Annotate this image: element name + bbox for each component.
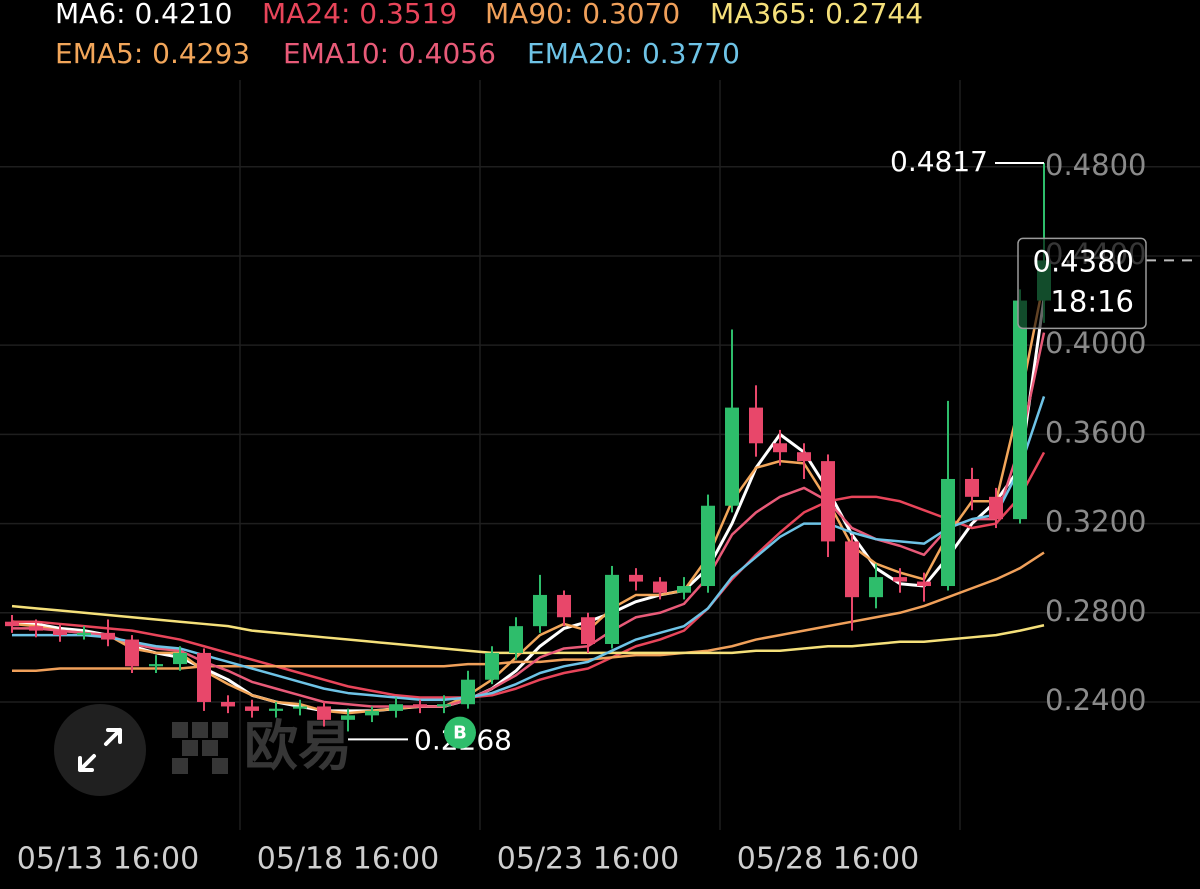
candle-body (941, 478, 955, 587)
candle-body (869, 577, 883, 598)
legend-entry: EMA20: 0.3770 (527, 37, 740, 70)
candle-body (461, 679, 475, 705)
watermark-logo (172, 722, 228, 774)
indicator-line (11, 604, 1045, 655)
expand-icon (78, 728, 122, 772)
candle-body (533, 594, 547, 627)
expand-button-bg[interactable] (54, 704, 146, 796)
candle-body (653, 581, 667, 593)
candle-body (605, 574, 619, 645)
candle-body (701, 505, 715, 587)
x-tick-label: 05/28 16:00 (737, 842, 919, 877)
candle-body (389, 704, 403, 711)
candle-body (821, 461, 835, 542)
candle-body (557, 594, 571, 618)
candle-body (149, 664, 163, 667)
watermark-text: 欧易 (244, 715, 352, 778)
expand-button[interactable] (54, 704, 146, 796)
y-tick-label: 0.2400 (1045, 683, 1146, 717)
candle-body (725, 407, 739, 506)
candle-body (101, 632, 115, 640)
legend-entry: EMA10: 0.4056 (283, 37, 496, 70)
candle-body (989, 496, 1003, 520)
x-tick-label: 05/23 16:00 (497, 842, 679, 877)
candle-body (29, 626, 43, 631)
candle-body (197, 652, 211, 702)
candle-body (581, 617, 595, 645)
candle-body (221, 701, 235, 707)
y-tick-label: 0.3600 (1045, 415, 1146, 449)
candles (5, 162, 1051, 732)
candle-body (485, 652, 499, 680)
last-price-label: 0.4380 (1033, 244, 1134, 278)
candle-body (5, 621, 19, 627)
candle-body (677, 586, 691, 593)
candle-body (125, 639, 139, 667)
legend-entry: MA24: 0.3519 (262, 0, 457, 30)
candle-body (437, 704, 451, 707)
legend-entry: MA365: 0.2744 (710, 0, 923, 30)
last-price-box (1017, 237, 1147, 330)
x-tick-label: 05/13 16:00 (17, 842, 199, 877)
candle-body (365, 710, 379, 716)
indicator-line (12, 551, 1045, 673)
x-tick-label: 05/18 16:00 (257, 842, 439, 877)
legend-entry: MA90: 0.3070 (485, 0, 680, 30)
candle-body (1013, 300, 1027, 520)
candle-body (845, 541, 859, 598)
max-label: 0.4817 (890, 145, 988, 178)
candle-body (173, 652, 187, 665)
candle-body (773, 443, 787, 453)
y-tick-label: 0.3200 (1045, 505, 1146, 539)
y-tick-label: 0.2800 (1045, 594, 1146, 628)
candle-body (509, 626, 523, 653)
candle-body (317, 706, 331, 720)
candle-body (77, 632, 91, 636)
indicator-line (12, 396, 1046, 702)
buy-marker (444, 716, 476, 749)
countdown-label: 18:16 (1050, 284, 1134, 318)
candle-body (917, 581, 931, 587)
candle-body (269, 708, 283, 711)
candle-body (413, 704, 427, 707)
candle-body (749, 407, 763, 444)
indicator-line (12, 451, 1046, 699)
grid (0, 80, 1200, 830)
candle-body (629, 574, 643, 582)
candle-body (965, 478, 979, 497)
candle-body (341, 715, 355, 720)
legend-entry: EMA5: 0.4293 (55, 37, 250, 70)
candle-body (293, 706, 307, 709)
candle-body (53, 630, 67, 636)
candle-body (893, 577, 907, 582)
buy-marker-label: B (453, 723, 467, 744)
watermark: 欧易 (172, 715, 352, 778)
candle-body (797, 452, 811, 462)
y-tick-label: 0.4000 (1045, 326, 1146, 360)
candle-body (245, 706, 259, 711)
y-tick-label: 0.4800 (1045, 148, 1146, 182)
overlay: 0.24000.28000.32000.36000.40000.44000.48… (348, 145, 1200, 756)
legend-entry: MA6: 0.4210 (55, 0, 232, 30)
